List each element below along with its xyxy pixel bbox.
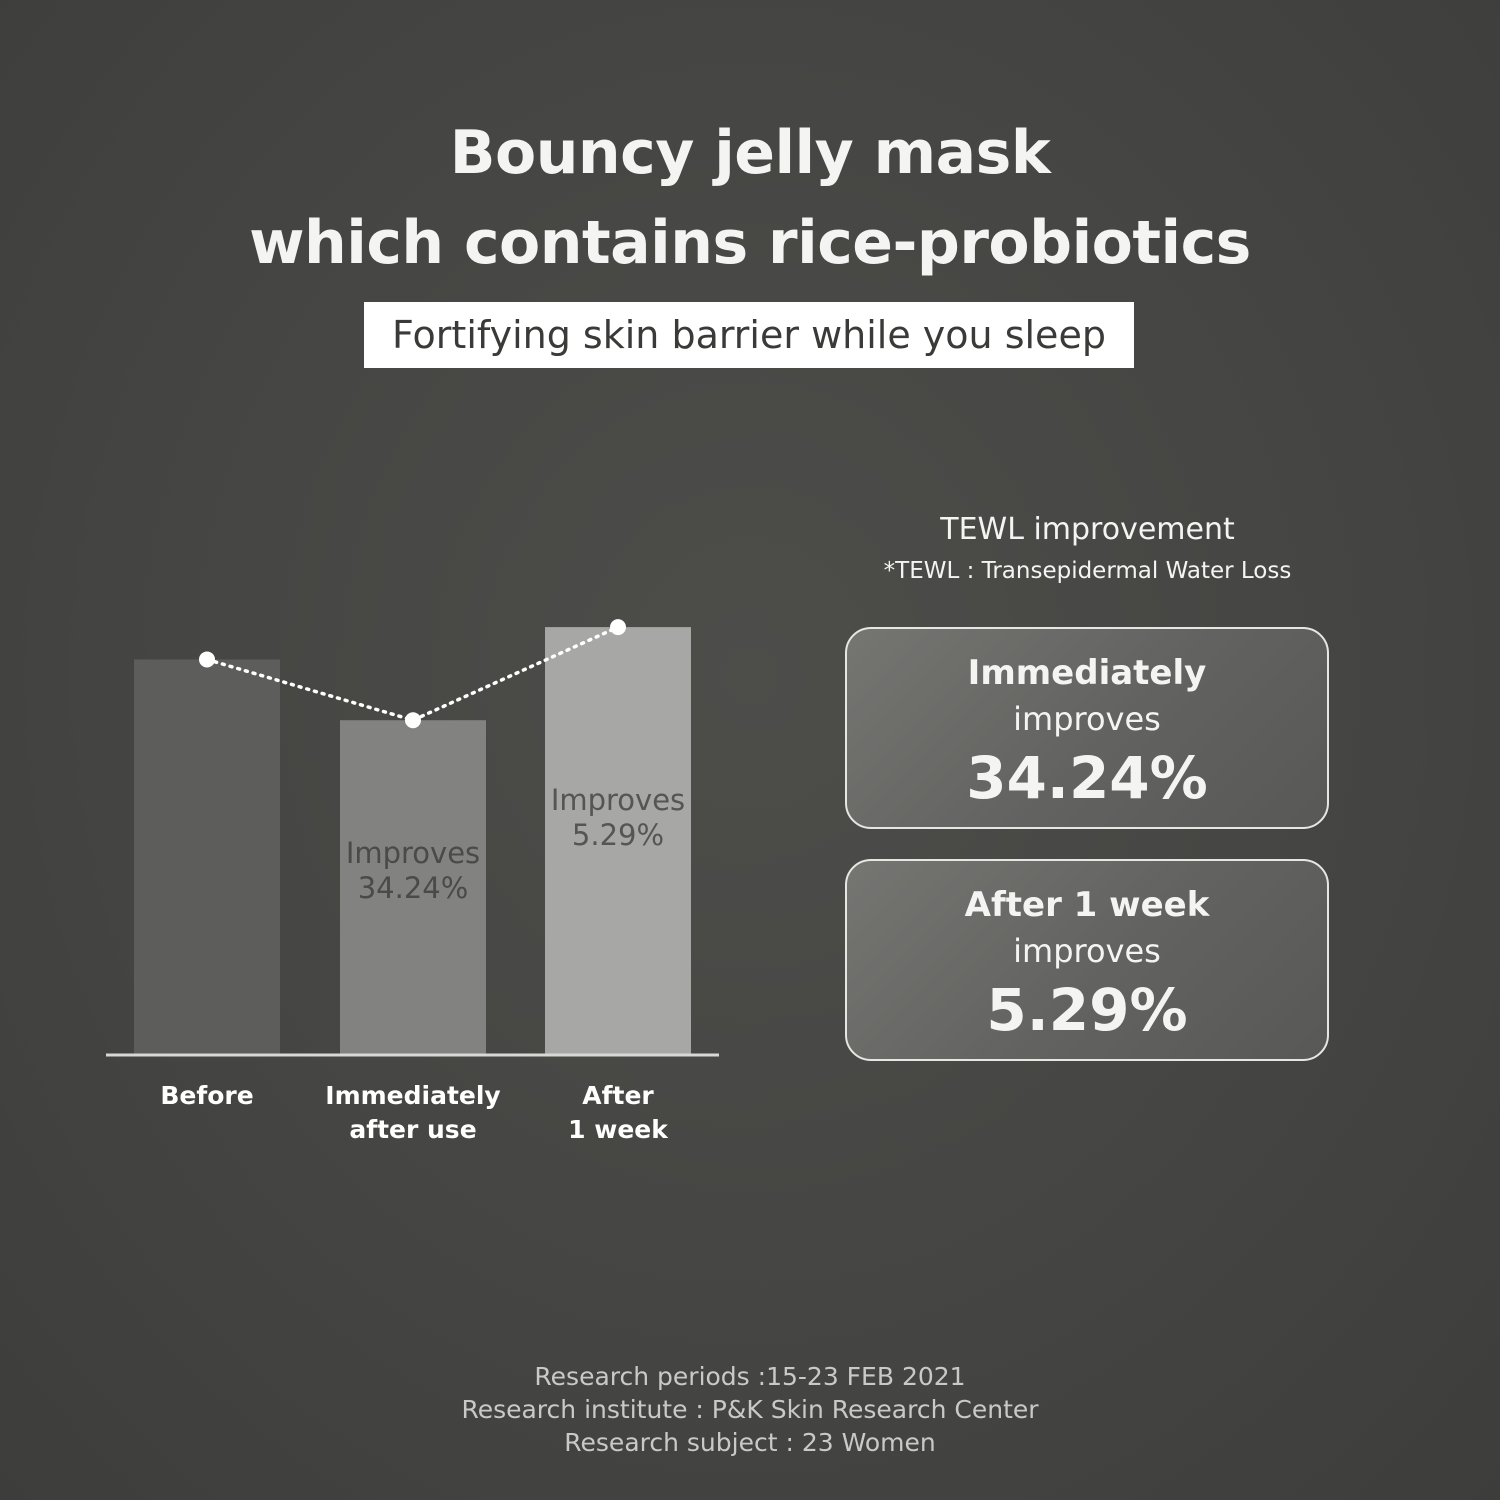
- card-one-week-heading: After 1 week: [964, 885, 1210, 925]
- trend-point-1: [405, 712, 421, 729]
- category-label-1-line-2: after use: [349, 1115, 476, 1144]
- subtitle-text: Fortifying skin barrier while you sleep: [392, 313, 1106, 357]
- subtitle-banner: Fortifying skin barrier while you sleep: [364, 302, 1134, 368]
- card-immediate-value: 34.24%: [966, 744, 1208, 812]
- card-one-week-subheading: improves: [1013, 932, 1161, 970]
- card-one-week-value: 5.29%: [986, 976, 1188, 1044]
- category-label-1-line-1: Immediately: [325, 1081, 500, 1110]
- bar-2: [545, 627, 691, 1054]
- card-immediate-subheading: improves: [1013, 700, 1161, 738]
- bar-0: [134, 659, 280, 1054]
- bar-label-2-line-1: Improves: [551, 783, 685, 817]
- tewl-title: TEWL improvement: [940, 512, 1235, 547]
- bar-label-2-line-2: 5.29%: [572, 818, 664, 852]
- bar-label-1-line-2: 34.24%: [358, 871, 469, 905]
- category-label-2-line-1: After: [582, 1081, 654, 1110]
- tewl-note: *TEWL : Transepidermal Water Loss: [883, 558, 1292, 584]
- bar-label-1-line-1: Improves: [346, 836, 480, 870]
- research-footer: Research periods :15-23 FEB 2021 Researc…: [0, 1360, 1500, 1459]
- category-label-0-line-1: Before: [160, 1081, 253, 1110]
- research-period: Research periods :15-23 FEB 2021: [534, 1362, 966, 1391]
- trend-point-0: [199, 651, 215, 668]
- card-immediate-heading: Immediately: [967, 653, 1207, 693]
- page-title: Bouncy jelly mask which contains rice-pr…: [0, 108, 1500, 288]
- trend-point-2: [610, 619, 626, 636]
- card-one-week: After 1 week improves 5.29%: [845, 859, 1329, 1061]
- title-line-2: which contains rice-probiotics: [249, 208, 1251, 278]
- title-line-1: Bouncy jelly mask: [449, 118, 1051, 188]
- card-immediate: Immediately improves 34.24%: [845, 627, 1329, 829]
- research-institute: Research institute : P&K Skin Research C…: [461, 1395, 1039, 1424]
- bar-1: [340, 720, 486, 1054]
- research-subject: Research subject : 23 Women: [564, 1428, 936, 1457]
- category-label-2-line-2: 1 week: [568, 1115, 669, 1144]
